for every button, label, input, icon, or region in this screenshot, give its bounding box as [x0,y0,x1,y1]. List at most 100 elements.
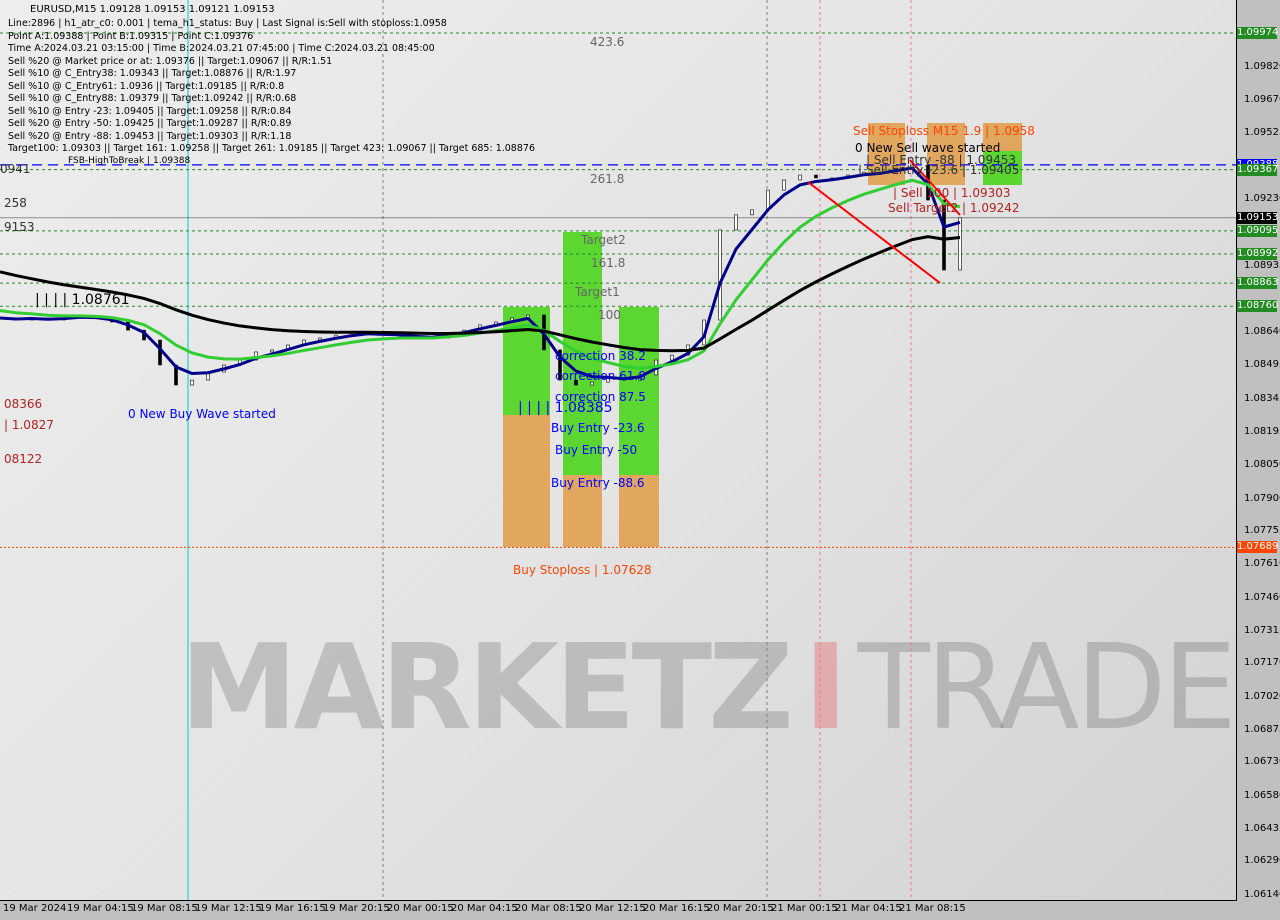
price-level-tag: 1.09095 [1237,224,1279,237]
y-tick-label: 1.06290 [1244,855,1280,867]
candle [734,214,738,231]
fsb-label: FSB-HighToBreak | 1.09388 [68,156,191,166]
price-level-tag: 1.09974 [1237,27,1279,39]
x-tick-label: 19 Mar 08:15 [131,903,198,914]
y-tick-label: 1.07170 [1244,657,1280,669]
annotation-low-mark: | | | | 1.08385 [518,400,613,416]
annotation-left5: | 1.0827 [4,418,54,432]
x-tick-label: 19 Mar 16:15 [259,903,326,914]
x-tick-label: 20 Mar 00:15 [387,903,454,914]
info-line: Sell %20 @ Market price or at: 1.09376 |… [8,55,333,67]
annotation-sell100: | Sell 100 | 1.09303 [893,186,1011,200]
annotation-left4: 08366 [4,397,43,411]
ma-slow-line [0,235,961,353]
symbol-line: EURUSD,M15 1.09128 1.09153 1.09121 1.091… [30,4,275,15]
trade-zone [563,475,602,547]
annotation-left2: 258 [4,196,27,210]
trade-zone [983,123,1022,151]
candle [958,217,962,271]
x-tick-label: 19 Mar 12:15 [195,903,262,914]
info-line: Sell %20 @ Entry -50: 1.09425 || Target:… [8,118,292,129]
candle [270,349,274,353]
trade-zone [927,123,965,185]
candle [942,199,946,271]
info-line: Target100: 1.09303 || Target 161: 1.0925… [8,143,535,154]
candle [670,354,674,361]
y-tick-label: 1.08345 [1244,392,1280,404]
y-tick-label: 1.07020 [1244,690,1280,702]
annotation-target1: Target1 [575,285,620,299]
annotation-high-mark: | | | | 1.08761 [35,292,130,308]
candle [158,339,162,366]
candle [558,349,562,381]
x-tick-label: 19 Mar 04:15 [67,903,134,914]
candle [814,174,818,179]
y-tick-label: 1.09525 [1244,127,1280,139]
candle [190,379,194,386]
annotation-new-buy: 0 New Buy Wave started [128,407,276,421]
x-tick-label: 19 Mar 20:15 [323,903,390,914]
price-level-tag: 1.08863 [1237,277,1279,290]
x-tick-label: 21 Mar 08:15 [899,903,966,914]
y-tick-label: 1.06435 [1244,822,1280,834]
y-tick-label: 1.06580 [1244,789,1280,801]
info-line: Sell %10 @ C_Entry88: 1.09379 || Target:… [8,93,297,104]
annotation-fib-4236: 423.6 [590,35,625,49]
annotation-corr38: correction 38.2 [555,349,646,363]
info-line: Point A:1.09388 | Point B:1.09315 | Poin… [8,30,254,42]
y-tick-label: 1.08050 [1244,459,1280,471]
annotation-fib-2618: 261.8 [590,172,625,186]
y-tick-label: 1.08195 [1244,426,1280,438]
info-line: Line:2896 | h1_atr_c0: 0.001 | tema_h1_s… [8,18,447,29]
annotation-fib-1618: 161.8 [591,256,626,270]
annotation-sell-stop: Sell Stoploss M15 1.9 | 1.0958 [853,124,1035,138]
trade-zone [983,151,1022,185]
info-line: Sell %10 @ C_Entry61: 1.0936 || Target:1… [8,80,285,92]
candle [590,381,594,386]
candle [798,174,802,181]
annotation-sell-entry23: | Sell Entry -23.6 | 1.09405 [858,163,1020,177]
x-tick-label: 20 Mar 20:15 [707,903,774,914]
y-tick-label: 1.07900 [1244,492,1280,504]
annotation-left3: 9153 [4,220,35,234]
x-tick-label: 20 Mar 08:15 [515,903,582,914]
x-tick-label: 21 Mar 00:15 [771,903,838,914]
price-level-tag: 1.07689 [1237,541,1279,554]
x-tick-label: 20 Mar 16:15 [643,903,710,914]
annotation-corr61: correction 61.8 [555,369,646,383]
y-tick-label: 1.06730 [1244,756,1280,768]
x-tick-label: 20 Mar 12:15 [579,903,646,914]
trend-line [909,159,961,216]
price-level-tag: 1.09367 [1237,163,1279,176]
price-level-tag: 1.08992 [1237,248,1279,261]
annotation-left1: 0941 [0,162,31,176]
annotation-buy-50: Buy Entry -50 [555,443,638,457]
trend-line [807,181,941,284]
y-tick-label: 1.09670 [1244,94,1280,106]
y-tick-label: 1.07755 [1244,525,1280,537]
annotation-buy-23: Buy Entry -23.6 [551,421,645,435]
info-line: Time A:2024.03.21 03:15:00 | Time B:2024… [8,43,435,54]
chart-plot-area[interactable]: MARKETZ I TRADE EURUSD,M15 1.09128 1.09153… [0,0,1237,901]
y-tick-label: 1.09820 [1244,60,1280,72]
candle [574,379,578,386]
y-tick-label: 1.07610 [1244,558,1280,570]
annotation-new-sell: 0 New Sell wave started [855,141,1001,155]
annotation-target2: Target2 [581,233,626,247]
annotation-sell-entry88: | Sell Entry -88 | 1.09453 [866,153,1016,167]
annotation-buy-stop: Buy Stoploss | 1.07628 [513,563,652,577]
x-tick-label: 20 Mar 04:15 [451,903,518,914]
candle [750,209,754,216]
info-line: Sell %10 @ Entry -23: 1.09405 || Target:… [8,105,292,117]
annotation-fib-100: 100 [598,308,621,322]
info-line: Sell %20 @ Entry -88: 1.09453 || Target:… [8,130,292,142]
trade-zone [619,475,659,547]
annotation-corr87: correction 87.5 [555,390,646,404]
x-tick-label: 21 Mar 04:15 [835,903,902,914]
info-line: Sell %10 @ C_Entry38: 1.09343 || Target:… [8,68,297,79]
annotation-sell-target2: Sell Target2 | 1.09242 [888,201,1020,215]
y-tick-label: 1.07460 [1244,591,1280,603]
price-chart [0,0,1236,900]
price-level-tag: 1.08760 [1237,300,1279,313]
x-tick-label: 19 Mar 2024 [3,903,67,914]
